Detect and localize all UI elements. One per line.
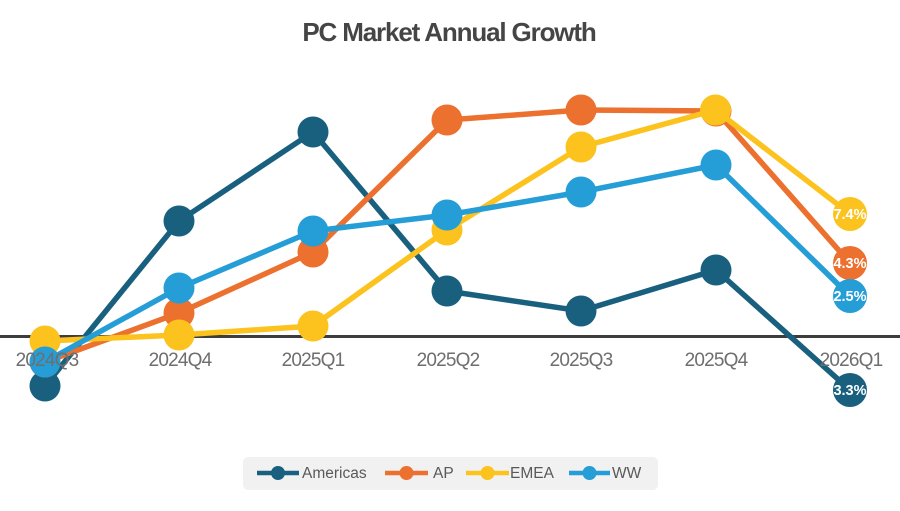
svg-text:2.5%: 2.5% [833, 289, 866, 305]
svg-text:7.4%: 7.4% [833, 207, 866, 223]
svg-text:AP: AP [433, 465, 454, 482]
svg-text:Americas: Americas [302, 465, 367, 482]
svg-text:2025Q1: 2025Q1 [282, 350, 345, 371]
svg-text:2024Q3: 2024Q3 [16, 350, 79, 371]
svg-text:2025Q4: 2025Q4 [685, 350, 749, 371]
svg-text:2025Q2: 2025Q2 [417, 350, 480, 371]
svg-text:4.3%: 4.3% [833, 256, 866, 272]
svg-text:3.3%: 3.3% [833, 383, 866, 399]
svg-text:2025Q3: 2025Q3 [550, 350, 613, 371]
svg-text:2026Q1: 2026Q1 [820, 350, 883, 371]
svg-text:WW: WW [612, 465, 642, 482]
svg-text:EMEA: EMEA [510, 465, 555, 482]
svg-text:2024Q4: 2024Q4 [149, 350, 213, 371]
svg-text:PC Market Annual Growth: PC Market Annual Growth [302, 17, 596, 47]
